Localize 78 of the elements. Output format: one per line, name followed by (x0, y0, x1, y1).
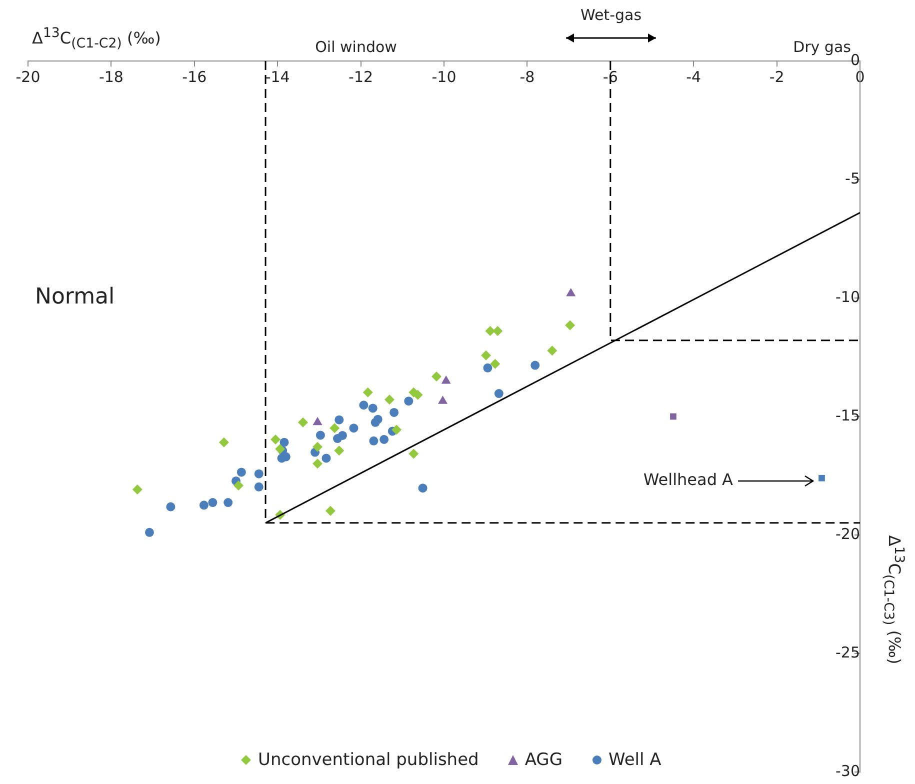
point (322, 454, 331, 463)
point (441, 375, 451, 384)
point (565, 320, 576, 330)
y-tick-label: -15 (836, 406, 860, 424)
annotation: Wellhead A (643, 470, 734, 490)
x-tick-label: -18 (98, 68, 124, 86)
point (483, 363, 492, 372)
y-tick-label: -30 (836, 762, 860, 780)
point (334, 415, 344, 424)
y-tick-label: -5 (845, 169, 860, 188)
text: Dry gas (793, 38, 852, 56)
point (144, 528, 154, 537)
x-tick-label: -12 (348, 68, 374, 86)
point (316, 430, 325, 440)
point (547, 346, 558, 356)
legend-label: Well A (608, 750, 662, 770)
text: Wet-gas (580, 6, 642, 24)
point (254, 482, 264, 492)
point (490, 358, 500, 369)
point (298, 417, 308, 428)
point (359, 400, 368, 410)
x-tick-label: -14 (265, 68, 290, 86)
point (312, 458, 323, 469)
point (418, 484, 428, 493)
x-tick-label: -20 (16, 68, 40, 86)
legend-label: AGG (524, 750, 563, 770)
point (390, 408, 399, 417)
point (218, 437, 229, 448)
point (224, 498, 233, 508)
point (275, 444, 286, 454)
point (481, 350, 492, 360)
y-tick-label: -20 (836, 524, 860, 543)
point (312, 416, 322, 426)
point (485, 326, 496, 336)
point (384, 394, 395, 405)
y-tick-label: -10 (836, 288, 860, 306)
x-axis-title: Δ$^{13}$C$_{(C1-C2)}$ (‰) (32, 26, 161, 52)
y-tick-label: -25 (836, 643, 860, 662)
point (404, 396, 414, 406)
point (312, 442, 323, 452)
x-tick-label: -8 (520, 68, 535, 86)
x-tick-label: -10 (432, 68, 456, 86)
point (330, 423, 340, 434)
point (325, 506, 336, 516)
point (362, 387, 373, 398)
point (199, 500, 208, 510)
point (530, 360, 540, 370)
point (438, 396, 448, 404)
point (369, 436, 378, 446)
point (236, 468, 246, 477)
text: Oil window (315, 38, 397, 56)
point (270, 434, 281, 444)
x-tick-label: -4 (686, 68, 702, 86)
annotation: Normal (35, 284, 115, 310)
x-tick-label: -16 (182, 68, 207, 86)
y-tick-label: 0 (850, 50, 860, 69)
point (492, 326, 503, 336)
legend-label: Unconventional published (258, 750, 479, 770)
point (392, 424, 402, 435)
point (670, 413, 676, 420)
point (208, 498, 218, 508)
point (254, 469, 264, 478)
point (233, 480, 244, 490)
point (349, 424, 358, 433)
point (132, 484, 142, 494)
point (380, 434, 389, 444)
point (566, 288, 576, 296)
point (494, 389, 504, 398)
point (432, 371, 442, 382)
point (280, 438, 289, 447)
point (818, 474, 825, 482)
point (373, 414, 382, 424)
point (166, 502, 176, 512)
point (408, 448, 419, 459)
point (334, 446, 344, 456)
point (368, 404, 378, 413)
x-tick-label: -2 (769, 68, 784, 86)
point (338, 430, 347, 440)
